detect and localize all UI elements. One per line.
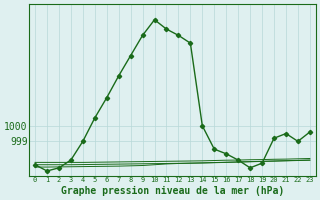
X-axis label: Graphe pression niveau de la mer (hPa): Graphe pression niveau de la mer (hPa)	[61, 186, 284, 196]
